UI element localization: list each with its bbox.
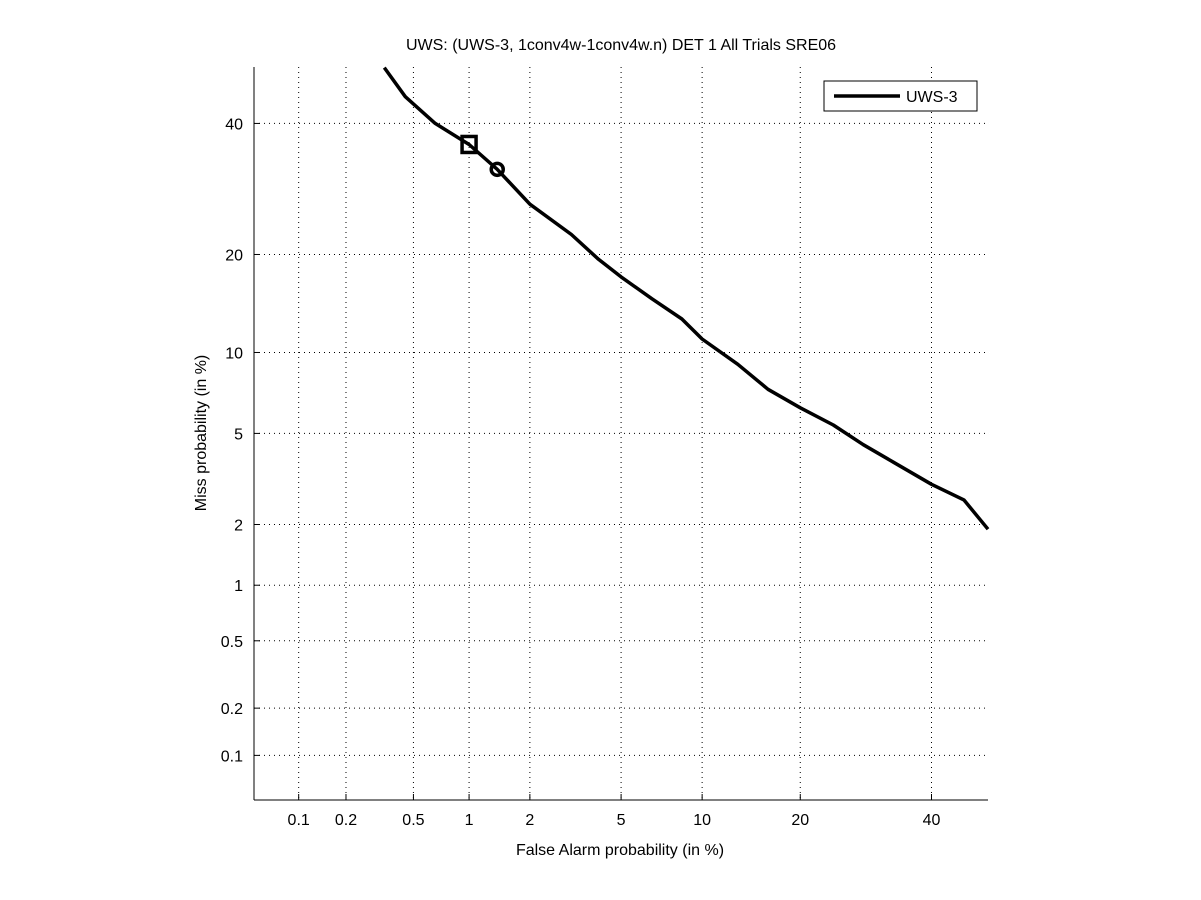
x-tick-label: 0.5 xyxy=(402,812,424,829)
y-tick-labels: 0.1 0.2 0.5 1 2 5 10 20 40 xyxy=(221,116,243,765)
x-tick-label: 5 xyxy=(617,812,626,829)
x-tick-label: 1 xyxy=(465,812,474,829)
x-tick-label: 40 xyxy=(923,812,941,829)
x-axis-label: False Alarm probability (in %) xyxy=(516,842,724,859)
y-tick-label: 0.2 xyxy=(221,701,243,718)
chart-title: UWS: (UWS-3, 1conv4w-1conv4w.n) DET 1 Al… xyxy=(406,37,836,54)
y-axis-label: Miss probability (in %) xyxy=(193,355,210,511)
y-tick-label: 20 xyxy=(225,247,243,264)
x-tick-label: 0.2 xyxy=(335,812,357,829)
x-tick-label: 0.1 xyxy=(288,812,310,829)
x-tick-label: 20 xyxy=(791,812,809,829)
y-tick-label: 0.5 xyxy=(221,634,243,651)
x-tick-labels: 0.1 0.2 0.5 1 2 5 10 20 40 xyxy=(288,812,941,829)
grid-lines xyxy=(254,67,988,800)
y-tick-label: 10 xyxy=(225,345,243,362)
y-tick-label: 1 xyxy=(234,578,243,595)
operating-point-markers xyxy=(460,134,505,178)
min-dcf-square-marker xyxy=(460,134,478,155)
legend-label: UWS-3 xyxy=(906,89,958,106)
legend: UWS-3 xyxy=(823,80,978,112)
x-tick-label: 10 xyxy=(693,812,711,829)
y-tick-label: 5 xyxy=(234,426,243,443)
actual-dcf-circle-marker xyxy=(489,161,505,178)
y-tick-label: 2 xyxy=(234,517,243,534)
y-tick-label: 40 xyxy=(225,116,243,133)
x-tick-label: 2 xyxy=(525,812,534,829)
y-tick-label: 0.1 xyxy=(221,748,243,765)
series-line-uws-3 xyxy=(382,66,990,531)
